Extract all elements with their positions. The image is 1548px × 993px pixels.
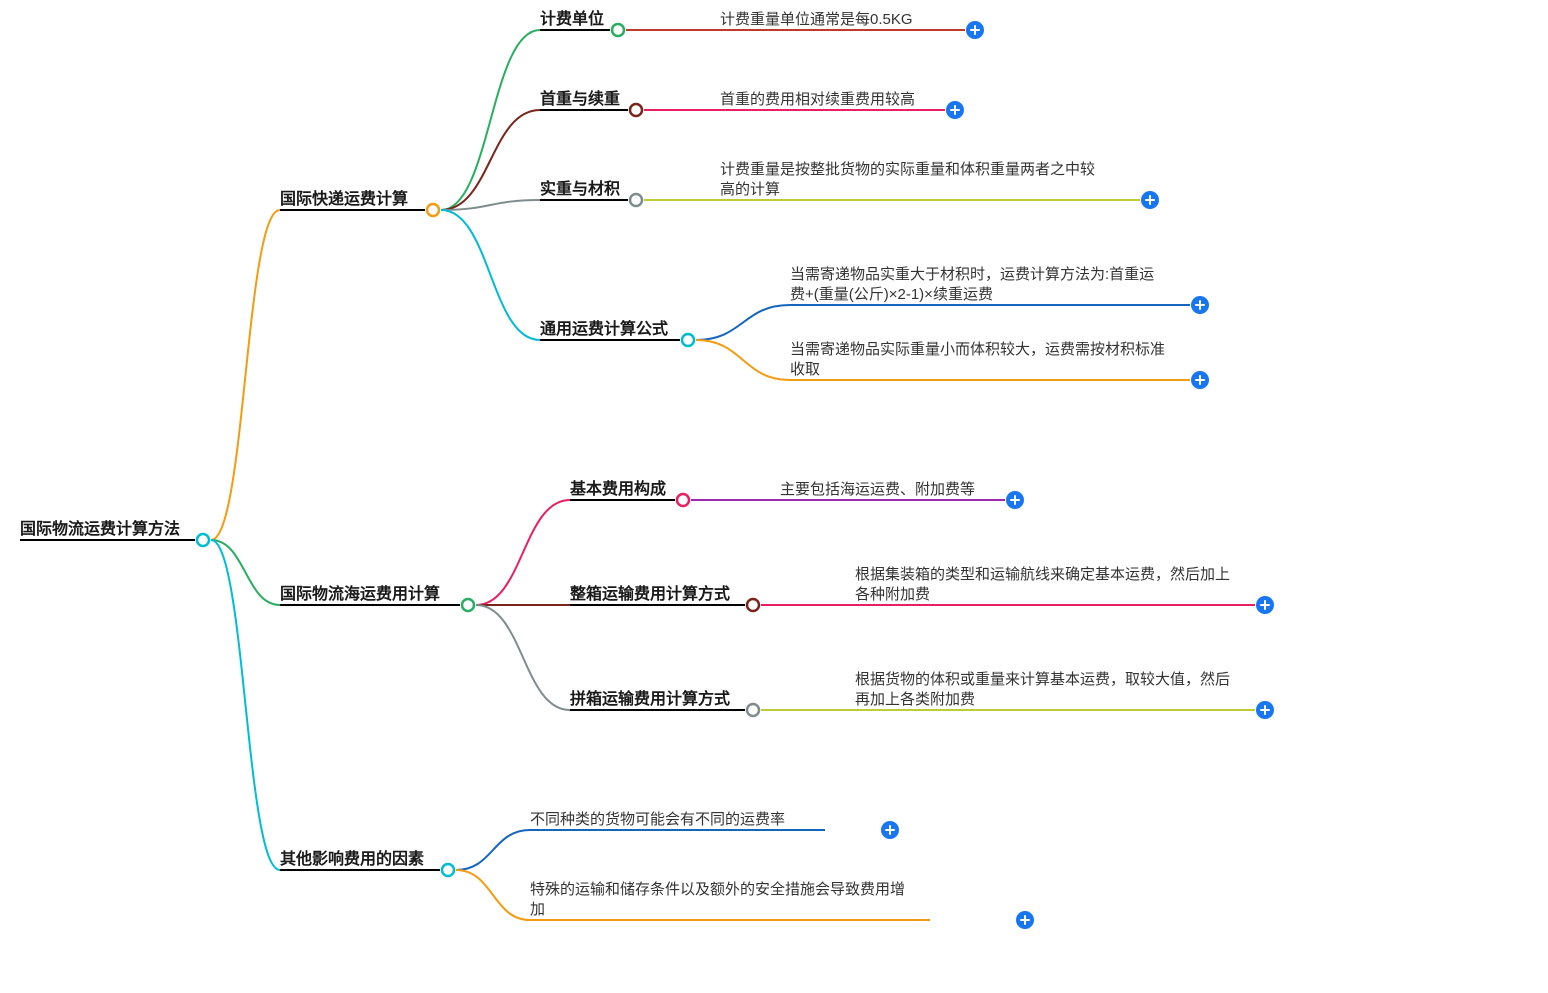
node-handle[interactable] [612,24,624,36]
edge [441,210,540,340]
node-handle[interactable] [462,599,474,611]
edge [456,870,530,920]
node-handle[interactable] [677,494,689,506]
node-label: 国际快递运费计算 [280,189,408,208]
leaf-text: 主要包括海运运费、附加费等 [780,480,975,498]
leaf-text: 收取 [790,361,820,378]
node-label: 其他影响费用的因素 [280,849,424,868]
leaf-text: 当需寄递物品实重大于材积时，运费计算方法为:首重运 [790,265,1154,283]
edge [441,30,540,210]
leaf-text: 加 [530,901,545,918]
node-handle[interactable] [630,104,642,116]
leaf-text: 首重的费用相对续重费用较高 [720,90,915,108]
expand-button[interactable] [946,101,964,119]
expand-button[interactable] [1191,296,1209,314]
edge [696,340,790,380]
expand-button[interactable] [1256,701,1274,719]
edge [211,540,280,870]
node-label: 国际物流运费计算方法 [20,519,180,538]
node-label: 实重与材积 [540,179,620,198]
node-label: 整箱运输费用计算方式 [569,584,730,603]
edge [456,830,530,870]
leaf-text: 不同种类的货物可能会有不同的运费率 [530,811,785,828]
node-handle[interactable] [682,334,694,346]
node-label: 国际物流海运费用计算 [280,584,440,603]
expand-button[interactable] [966,21,984,39]
leaf-text: 当需寄递物品实际重量小而体积较大，运费需按材积标准 [790,340,1165,358]
edge [211,210,280,540]
leaf-text: 各种附加费 [855,586,930,603]
leaf-text: 再加上各类附加费 [855,691,975,708]
leaf-text: 根据货物的体积或重量来计算基本运费，取较大值，然后 [855,670,1230,688]
leaf-text: 根据集装箱的类型和运输航线来确定基本运费，然后加上 [855,566,1230,583]
node-label: 拼箱运输费用计算方式 [570,689,730,708]
expand-button[interactable] [1191,371,1209,389]
leaf-text: 高的计算 [720,180,780,198]
node-label: 基本费用构成 [569,479,666,498]
node-handle[interactable] [427,204,439,216]
expand-button[interactable] [1141,191,1159,209]
node-handle[interactable] [747,599,759,611]
node-handle[interactable] [442,864,454,876]
leaf-text: 费+(重量(公斤)×2-1)×续重运费 [790,286,993,303]
expand-button[interactable] [1016,911,1034,929]
node-handle[interactable] [197,534,209,546]
edge [441,110,540,210]
node-handle[interactable] [747,704,759,716]
node-label: 首重与续重 [540,89,620,108]
edge [476,605,570,710]
node-handle[interactable] [630,194,642,206]
edge [476,500,570,605]
leaf-text: 计费重量是按整批货物的实际重量和体积重量两者之中较 [720,160,1095,178]
edge [441,200,540,210]
edge [696,305,790,340]
expand-button[interactable] [1006,491,1024,509]
leaf-text: 特殊的运输和储存条件以及额外的安全措施会导致费用增 [530,880,905,898]
expand-button[interactable] [1256,596,1274,614]
leaf-text: 计费重量单位通常是每0.5KG [720,11,913,28]
node-label: 计费单位 [540,9,604,28]
node-label: 通用运费计算公式 [540,319,668,338]
mindmap-canvas: 国际物流运费计算方法 国际快递运费计算 计费单位 计费重量单位通常是每0.5KG 首重与… [0,0,1548,993]
expand-button[interactable] [881,821,899,839]
